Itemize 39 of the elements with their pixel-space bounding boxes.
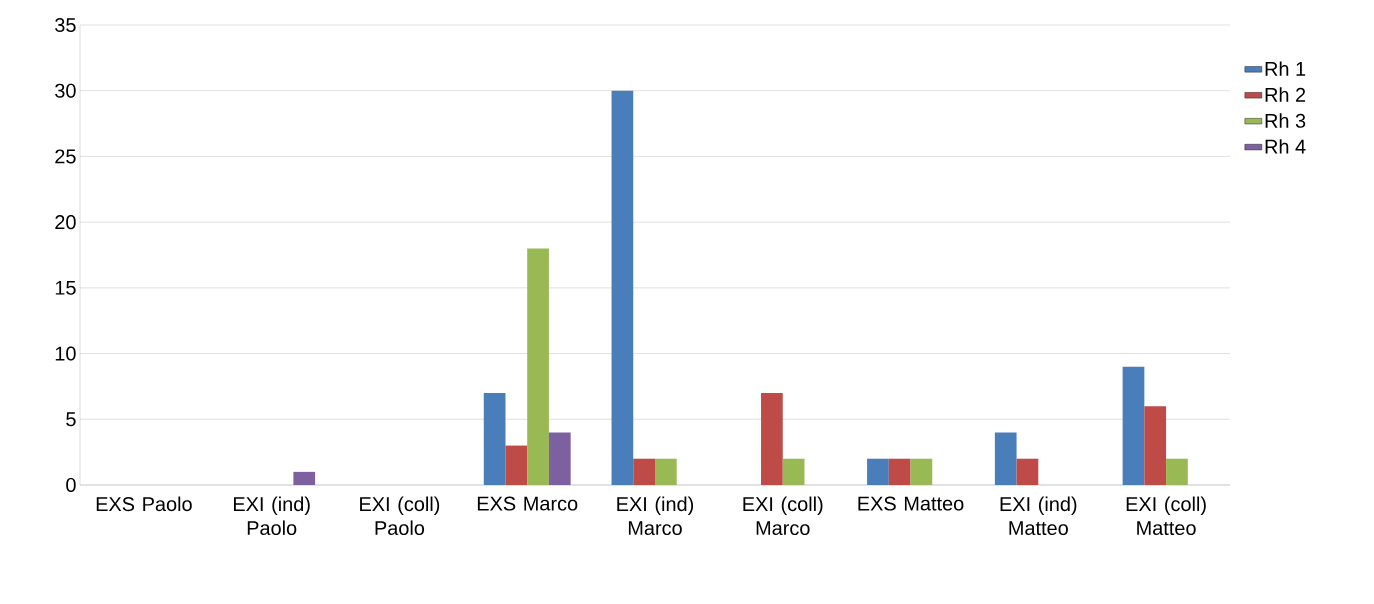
legend-label: Rh 2 [1265,87,1306,102]
y-tick-label: 10 [55,346,76,361]
bar [654,458,677,485]
bar [293,471,316,485]
bar [548,432,571,485]
x-tick-label: EXS Marco [477,496,578,511]
bar [527,248,549,485]
bar [1144,406,1167,485]
bar [867,458,889,485]
x-tick-label: EXI (coll) Marco [743,496,823,536]
bar [782,458,805,485]
bar [633,458,655,485]
y-tick-label: 5 [66,412,76,427]
bar [910,458,933,485]
y-tick-label: 20 [55,215,76,230]
legend-label: Rh 3 [1265,113,1306,128]
legend-label: Rh 4 [1265,139,1306,154]
bar [1016,458,1039,485]
bar [1166,458,1188,485]
x-tick-label: EXI (ind) Matteo [1000,496,1077,536]
x-tick-label: EXS Paolo [96,496,192,512]
x-tick-label: EXS Matteo [858,496,964,511]
x-tick-label: EXI (coll) Matteo [1126,496,1206,536]
y-tick-label: 25 [55,149,76,164]
bar [1122,366,1145,485]
bar [994,432,1017,485]
legend-label: Rh 1 [1265,61,1306,76]
y-tick-label: 15 [55,280,76,295]
bar [888,458,911,485]
y-tick-label: 35 [55,17,76,33]
bar [483,393,506,485]
bar [761,393,783,485]
bar [505,445,528,485]
x-tick-label: EXI (ind) Paolo [233,496,310,536]
bar [611,90,634,485]
x-tick-label: EXI (coll) Paolo [360,496,440,536]
x-tick-label: EXI (ind) Marco [617,496,694,536]
y-tick-label: 30 [55,83,76,98]
y-tick-label: 0 [66,477,76,493]
